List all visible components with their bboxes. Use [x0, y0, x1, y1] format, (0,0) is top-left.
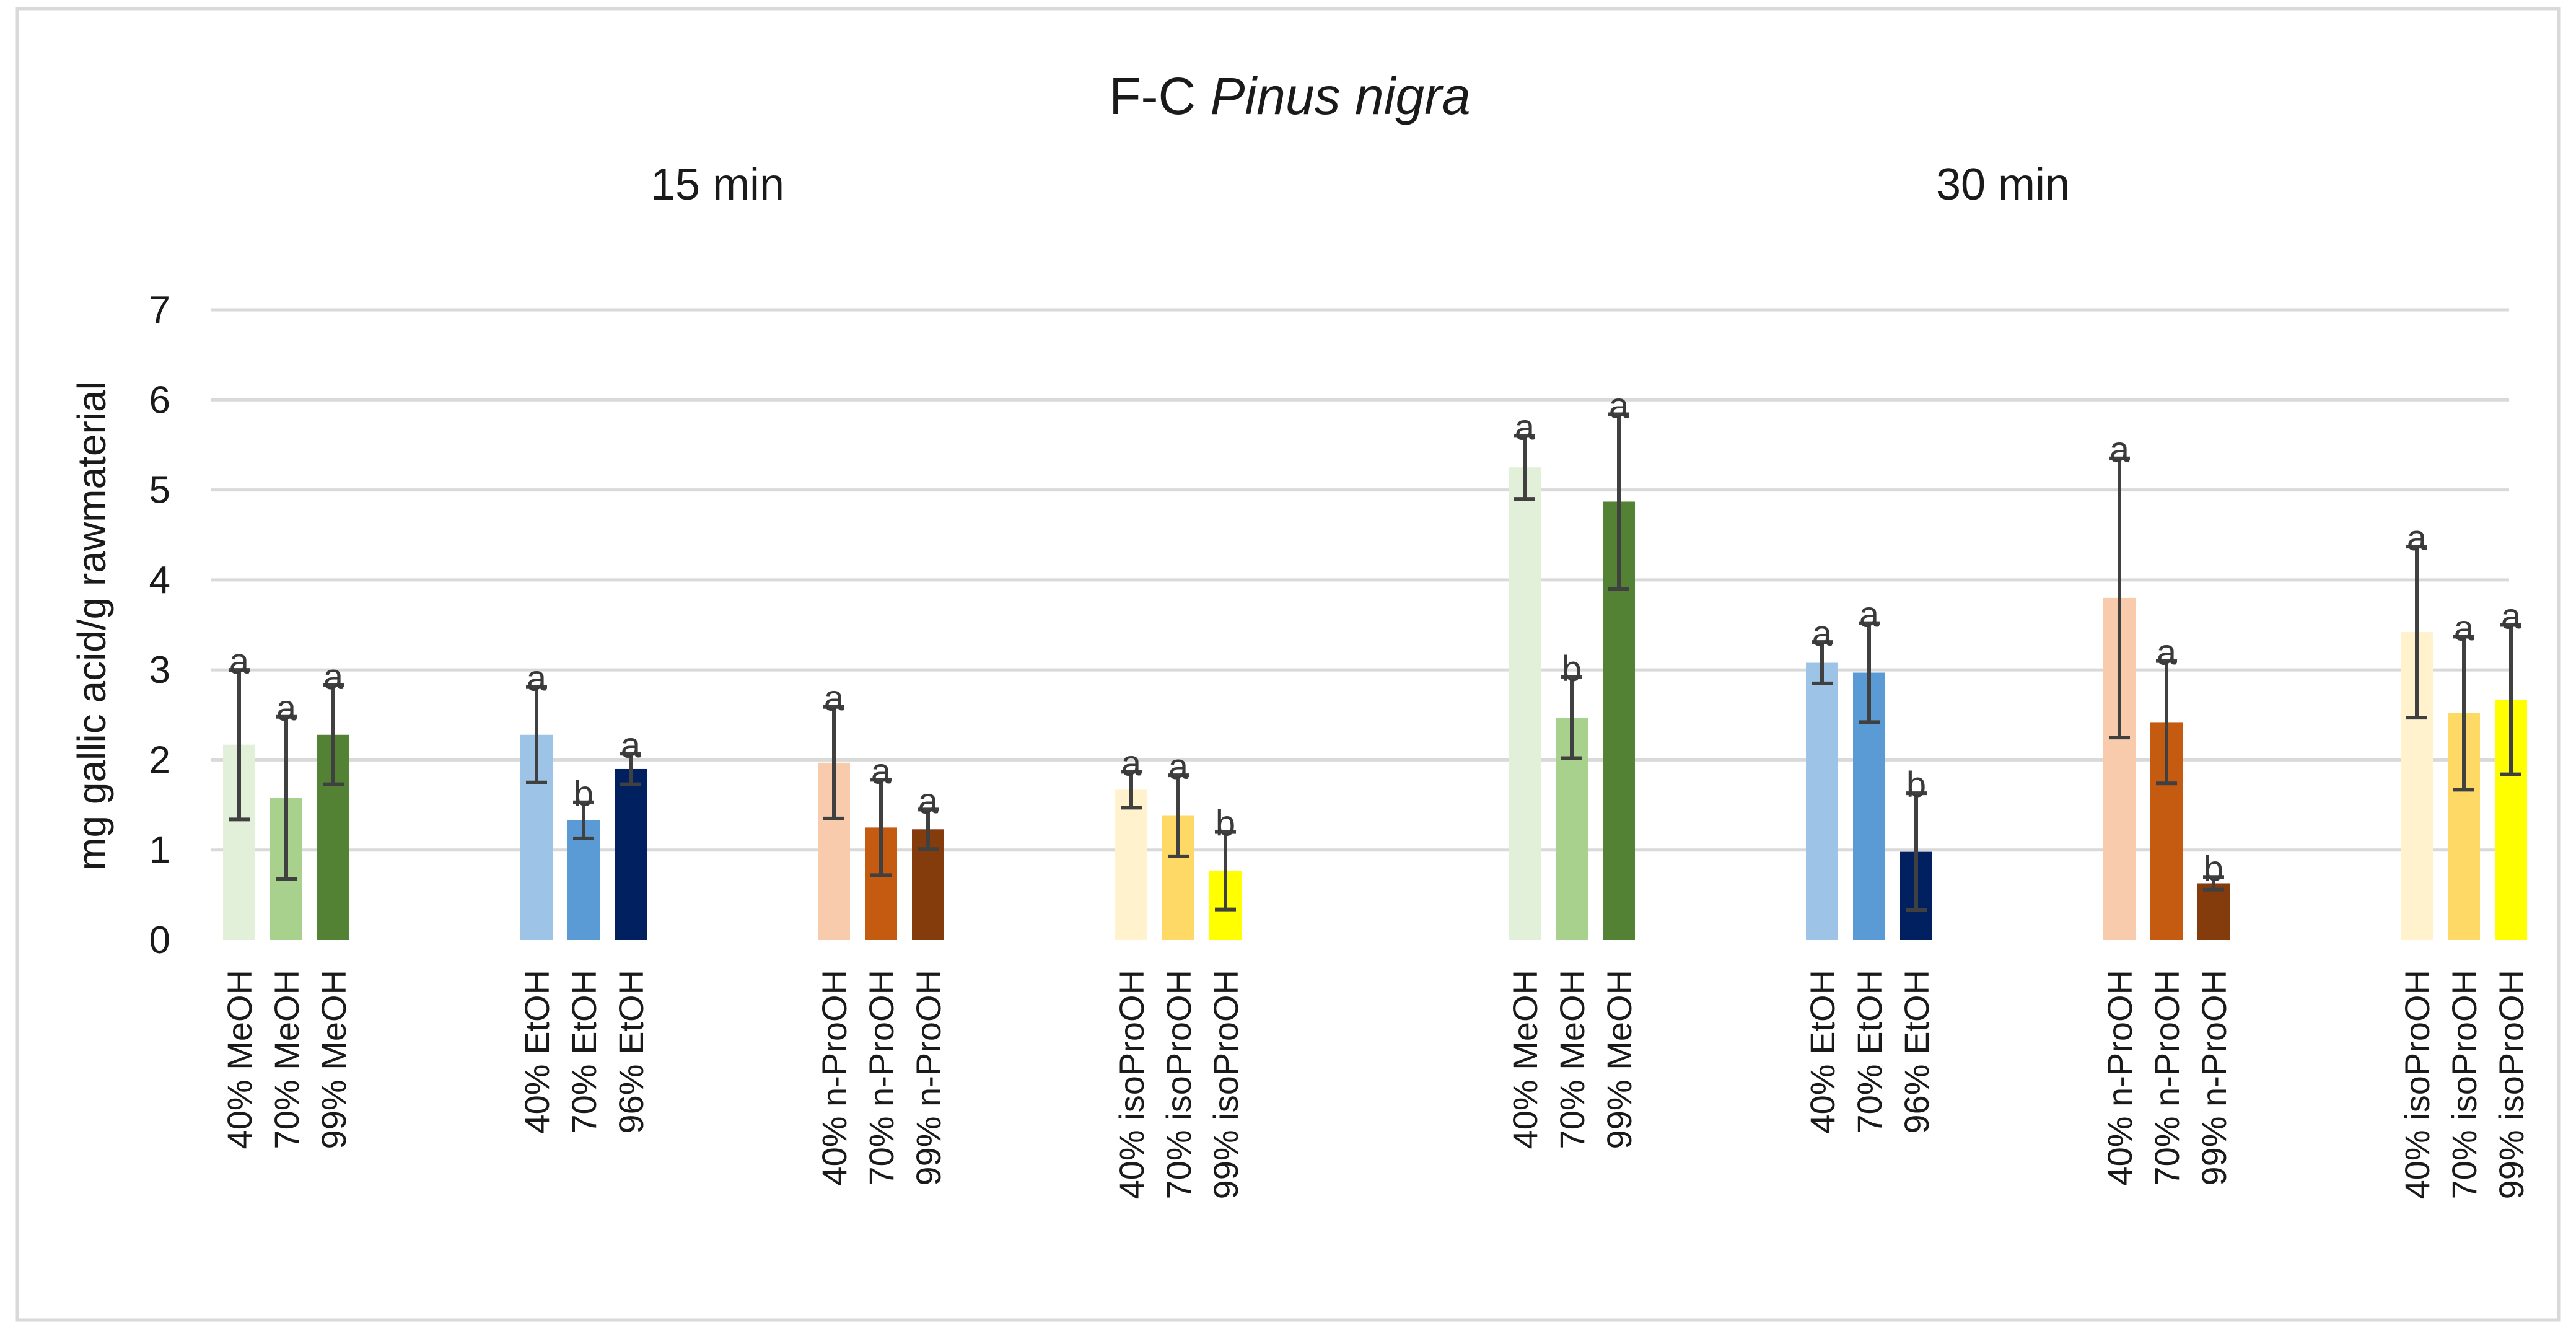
category-label: 40% MeOH	[220, 970, 259, 1149]
category-label: 70% n-ProOH	[862, 970, 901, 1186]
category-label: 99% n-ProOH	[909, 970, 948, 1186]
y-tick-label: 7	[149, 289, 170, 332]
bar	[2197, 883, 2230, 940]
significance-letter: a	[824, 679, 844, 719]
significance-letter: a	[1812, 613, 1833, 654]
category-label: 40% EtOH	[1803, 970, 1842, 1134]
significance-letter: a	[1168, 747, 1189, 787]
y-tick-label: 5	[149, 469, 170, 512]
category-label: 99% n-ProOH	[2194, 970, 2233, 1186]
significance-letter: a	[276, 688, 297, 729]
significance-letter: a	[2501, 597, 2521, 637]
category-label: 70% MeOH	[1553, 970, 1592, 1149]
category-labels: 40% MeOH 70% MeOH 99% MeOH 40% EtOH 70% EtOH…	[220, 970, 2531, 1199]
group-label: 30 min	[1936, 160, 2070, 209]
category-label: 99% MeOH	[314, 970, 353, 1149]
significance-letters: aaaabaaaaaababaaabaabaaaabaabbabbaab	[229, 386, 2521, 889]
category-label: 40% isoProOH	[1112, 970, 1151, 1199]
significance-letter: a	[2157, 633, 2177, 673]
significance-letter: a	[1609, 386, 1629, 426]
y-axis-label: mg gallic acid/g rawmaterial	[69, 381, 114, 871]
bar	[1115, 789, 1147, 940]
category-label: 70% MeOH	[267, 970, 306, 1149]
category-label: 99% isoProOH	[1206, 970, 1245, 1199]
category-label: 99% isoProOH	[2492, 970, 2531, 1199]
significance-letter: a	[2109, 430, 2130, 470]
significance-letter: b	[1906, 765, 1926, 805]
y-tick-labels: 0 1 2 3 4 5 6 7	[149, 289, 170, 962]
significance-letter: a	[1515, 407, 1535, 447]
significance-letter: a	[621, 725, 641, 765]
error-bars	[229, 412, 2521, 913]
category-label: 70% n-ProOH	[2147, 970, 2186, 1186]
y-tick-label: 3	[149, 649, 170, 692]
significance-letter: b	[2204, 848, 2223, 889]
significance-letter: b	[574, 774, 594, 814]
category-label: 70% EtOH	[1850, 970, 1889, 1134]
significance-letter: a	[229, 641, 250, 682]
y-tick-label: 0	[149, 919, 170, 962]
bar	[1509, 467, 1541, 940]
significance-letter: a	[527, 659, 547, 699]
significance-letter: b	[1216, 804, 1235, 844]
category-label: 40% isoProOH	[2398, 970, 2437, 1199]
chart-title-prefix: F-C	[1109, 67, 1196, 125]
significance-letter: a	[871, 751, 892, 791]
category-label: 70% isoProOH	[2445, 970, 2484, 1199]
y-tick-label: 6	[149, 379, 170, 421]
chart-title: F-C Pinus nigra	[1109, 67, 1471, 125]
bar	[1806, 662, 1838, 940]
category-label: 40% n-ProOH	[815, 970, 854, 1186]
category-label: 70% isoProOH	[1159, 970, 1198, 1199]
category-label: 96% EtOH	[611, 970, 651, 1134]
significance-letter: b	[1562, 649, 1582, 689]
category-label: 99% MeOH	[1600, 970, 1639, 1149]
significance-letter: a	[1859, 595, 1880, 635]
y-tick-label: 1	[149, 829, 170, 872]
significance-letter: a	[323, 657, 344, 697]
significance-letter: a	[918, 781, 939, 821]
significance-letter: a	[1121, 743, 1142, 783]
significance-letter: a	[2407, 518, 2427, 558]
significance-letter: a	[2454, 608, 2474, 648]
bar	[615, 768, 647, 940]
bars	[223, 467, 2527, 940]
y-tick-label: 2	[149, 739, 170, 781]
category-label: 70% EtOH	[564, 970, 603, 1134]
group-label: 15 min	[651, 160, 784, 209]
category-label: 40% MeOH	[1505, 970, 1544, 1149]
category-label: 40% n-ProOH	[2100, 970, 2139, 1186]
y-tick-label: 4	[149, 559, 170, 602]
bar	[567, 820, 600, 940]
category-label: 40% EtOH	[517, 970, 556, 1134]
category-label: 96% EtOH	[1897, 970, 1936, 1134]
chart-title-species: Pinus nigra	[1211, 67, 1471, 125]
